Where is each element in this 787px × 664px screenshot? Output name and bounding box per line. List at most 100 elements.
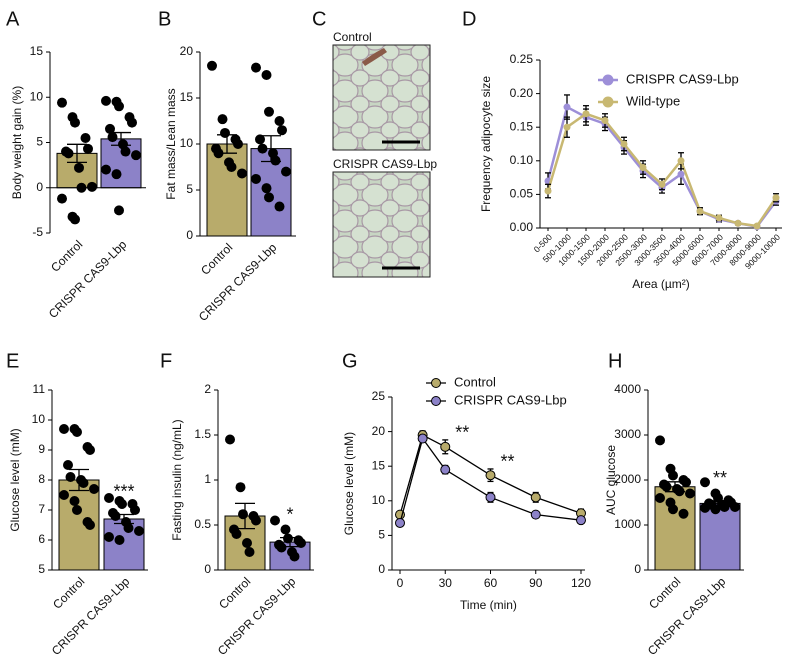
data-point (70, 214, 80, 225)
y-axis-label: Fat mass/Lean mass (164, 88, 178, 199)
y-tick-label: 0.05 (510, 187, 534, 201)
data-point (276, 542, 287, 553)
data-point (289, 551, 300, 562)
data-point (264, 106, 274, 117)
data-point (85, 445, 95, 455)
data-point (440, 464, 451, 475)
x-tick-label: Control (216, 574, 253, 611)
x-axis-label: Time (min) (460, 598, 517, 612)
data-point (225, 434, 235, 445)
panel-letter: C (312, 8, 326, 30)
y-axis-label: Glucose level (mM) (342, 432, 356, 535)
data-point (70, 117, 80, 128)
data-point (668, 504, 678, 515)
panel-letter: F (160, 350, 172, 372)
data-point (440, 441, 451, 452)
y-tick-label: 0 (36, 180, 43, 194)
data-point (576, 515, 586, 526)
bar (250, 148, 292, 237)
data-point (251, 173, 261, 184)
y-tick-label: 0 (634, 562, 641, 576)
y-tick-label: 5 (38, 562, 45, 576)
x-tick-label: 90 (529, 576, 543, 590)
x-tick-label: CRISPR CAS9-Lbp (215, 574, 299, 658)
data-point (251, 515, 261, 526)
x-tick-label: CRISPR CAS9-Lbp (196, 240, 280, 324)
data-point (65, 472, 76, 482)
data-point (530, 509, 541, 520)
data-point (207, 60, 217, 71)
panel-letter: E (6, 350, 19, 372)
significance: *** (113, 481, 134, 501)
y-tick-label: 0 (204, 562, 211, 576)
y-tick-label: 4000 (614, 382, 641, 396)
series-line (546, 105, 778, 229)
bar (206, 143, 248, 237)
data-point (123, 523, 134, 533)
x-tick-label: Control (646, 574, 683, 611)
data-point (63, 148, 74, 159)
data-point (280, 524, 291, 535)
data-point (277, 125, 287, 136)
legend-marker (602, 96, 614, 108)
data-point (261, 183, 272, 194)
y-tick-label: 9 (38, 442, 45, 456)
legend-label: CRISPR CAS9-Lbp (454, 392, 567, 407)
vessel (362, 48, 387, 66)
data-point (715, 214, 723, 222)
bar (699, 502, 741, 571)
y-tick-label: 1 (204, 472, 211, 486)
data-point (677, 157, 685, 165)
data-point (700, 502, 710, 513)
y-tick-label: 11 (33, 382, 46, 396)
y-axis-label: Glucose level (mM) (8, 428, 22, 531)
data-point (251, 62, 261, 73)
data-point (59, 424, 69, 434)
y-tick-label: 0.00 (510, 220, 534, 234)
legend-label: Wild-type (626, 93, 680, 108)
data-point (104, 532, 114, 542)
panel-c: C Control CRISPR CAS9-Lbp (312, 8, 437, 278)
y-axis-label: Body weight gain (%) (10, 86, 24, 199)
data-point (101, 95, 111, 106)
data-point (620, 140, 628, 148)
data-point (114, 535, 125, 545)
series-line (399, 434, 582, 515)
data-point (700, 477, 710, 488)
y-tick-label: 10 (30, 89, 44, 103)
data-point (217, 114, 228, 125)
data-point (105, 123, 115, 134)
data-point (127, 117, 137, 128)
data-point (111, 169, 122, 180)
image-caption: Control (333, 30, 372, 44)
data-point (114, 205, 124, 216)
y-tick-label: 2000 (614, 472, 641, 486)
data-point (677, 170, 685, 178)
y-tick-label: 2 (204, 382, 211, 396)
y-tick-label: 0.15 (510, 119, 534, 133)
histology-image (332, 44, 431, 151)
data-point (130, 505, 140, 515)
data-point (283, 533, 293, 544)
data-point (678, 508, 689, 519)
y-tick-label: 15 (30, 44, 44, 58)
data-point (213, 148, 224, 159)
data-point (270, 515, 280, 526)
data-point (296, 538, 306, 548)
data-point (753, 222, 761, 230)
y-tick-label: 10 (180, 136, 194, 150)
x-tick-label: 120 (571, 576, 591, 590)
data-point (74, 162, 84, 173)
data-point (231, 529, 242, 539)
data-point (104, 493, 114, 503)
data-point (59, 490, 69, 500)
data-point (235, 482, 246, 493)
data-point (80, 132, 91, 143)
legend-marker (431, 396, 441, 406)
panel-letter: A (6, 8, 20, 30)
data-point (238, 509, 248, 520)
y-tick-label: 20 (180, 44, 194, 58)
legend-label: Control (454, 374, 496, 389)
legend-label: CRISPR CAS9-Lbp (626, 71, 739, 86)
data-point (668, 470, 678, 481)
